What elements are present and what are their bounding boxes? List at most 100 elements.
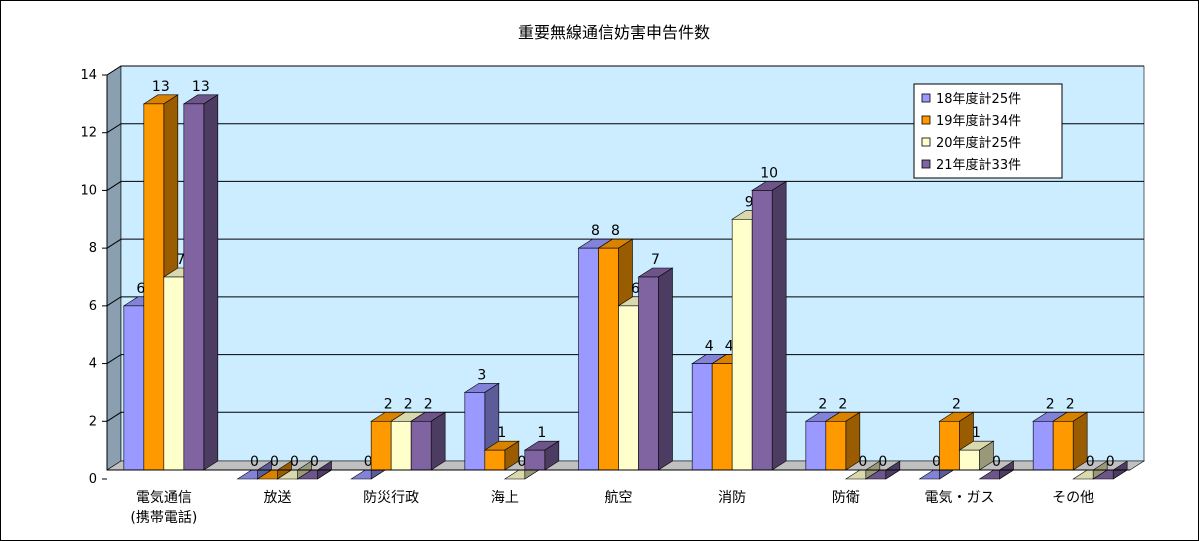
y-tick-label: 2 [89, 414, 97, 429]
y-tick-label: 0 [89, 472, 97, 487]
legend-box [913, 83, 1063, 179]
data-label: 2 [952, 396, 961, 412]
legend-item: 20年度計25件 [921, 135, 1021, 151]
data-label: 0 [992, 454, 1001, 470]
bar [1052, 411, 1089, 471]
bar [523, 440, 560, 471]
bar-front [1052, 420, 1074, 471]
bar-front [598, 247, 619, 471]
legend-swatch [921, 137, 931, 147]
x-tick-label: 防災行政 [363, 490, 419, 506]
legend-swatch [921, 159, 931, 169]
data-label: 8 [591, 223, 600, 239]
data-label: 7 [176, 252, 185, 268]
y-tick-label: 4 [89, 357, 97, 372]
bar-front [370, 420, 392, 471]
bar-front [638, 276, 659, 471]
data-label: 0 [290, 454, 299, 470]
x-tick-label: 航空 [605, 490, 633, 506]
bar-front [618, 305, 639, 471]
bar-front [183, 103, 205, 471]
data-label: 13 [152, 79, 170, 95]
bar-front [805, 420, 827, 471]
data-label: 2 [838, 396, 847, 412]
legend-swatch [921, 115, 931, 125]
bar-front [123, 305, 145, 471]
bar-front [524, 449, 546, 471]
data-label: 6 [631, 281, 640, 297]
data-label: 1 [972, 425, 981, 441]
data-label: 4 [705, 339, 714, 355]
y-tick-label: 10 [80, 183, 97, 198]
bar [182, 94, 219, 471]
bar-front [464, 392, 486, 471]
bar-front [163, 276, 185, 471]
data-label: 2 [424, 396, 433, 412]
gridline [106, 65, 1144, 76]
gridline [106, 354, 1144, 364]
legend: 18年度計25件 19年度計34件 20年度計25件 21年度計33件 [913, 83, 1063, 179]
y-tick-label: 14 [80, 68, 97, 83]
y-tick-label: 8 [89, 241, 97, 256]
data-label: 2 [404, 396, 413, 412]
gridline [106, 238, 1144, 249]
data-label: 2 [384, 396, 393, 412]
bar-front [143, 103, 165, 471]
gridline [106, 411, 1144, 422]
data-label: 0 [1106, 454, 1115, 470]
legend-label: 21年度計33件 [936, 157, 1021, 173]
legend-label: 18年度計25件 [936, 91, 1021, 107]
data-label: 0 [858, 454, 867, 470]
data-label: 0 [270, 454, 279, 470]
bar [958, 440, 995, 471]
bar-front [825, 420, 847, 471]
data-label: 10 [760, 165, 778, 181]
chart-title: 重要無線通信妨害申告件数 [518, 23, 710, 42]
data-label: 0 [878, 454, 887, 470]
bar [751, 180, 788, 471]
data-label: 6 [136, 281, 145, 297]
bar-front [390, 420, 412, 471]
bar-side [203, 94, 219, 471]
data-label: 2 [818, 396, 827, 412]
bar-front [959, 449, 980, 471]
x-tick-label: 電気通信(携帯電話) [130, 490, 197, 526]
legend-item: 18年度計25件 [921, 91, 1021, 107]
x-tick-label: 放送 [264, 490, 292, 506]
bar-front [578, 247, 599, 471]
data-label: 9 [745, 194, 754, 210]
bar-side [430, 411, 446, 471]
x-tick-label: その他 [1052, 490, 1094, 506]
legend-item: 19年度計34件 [921, 113, 1021, 129]
bar [824, 411, 861, 471]
data-label: 4 [725, 339, 734, 355]
bar [483, 440, 520, 471]
data-label: 13 [192, 79, 210, 95]
bar-front [731, 218, 753, 471]
bar-front [484, 449, 506, 471]
y-tick-label: 12 [80, 126, 97, 141]
data-label: 3 [477, 367, 486, 383]
bar-front [751, 190, 773, 471]
bar-front [711, 363, 733, 471]
gridline [106, 296, 1144, 307]
bar-front [691, 363, 713, 471]
legend-label: 19年度計34件 [936, 113, 1021, 129]
y-tick-label: 6 [89, 299, 97, 314]
bar-front [939, 420, 960, 471]
legend-label: 20年度計25件 [936, 135, 1021, 151]
x-tick-label: 電気・ガス [925, 490, 995, 506]
data-label: 2 [1046, 396, 1055, 412]
data-label: 0 [1086, 454, 1095, 470]
x-tick-label: 防衛 [832, 490, 860, 506]
legend-swatch [921, 93, 931, 103]
data-label: 8 [611, 223, 620, 239]
data-label: 1 [497, 425, 506, 441]
bar-front [410, 420, 432, 471]
data-label: 1 [537, 425, 546, 441]
bar-side [658, 267, 673, 471]
x-tick-label: 海上 [491, 490, 519, 506]
data-label: 0 [932, 454, 941, 470]
data-label: 2 [1066, 396, 1075, 412]
